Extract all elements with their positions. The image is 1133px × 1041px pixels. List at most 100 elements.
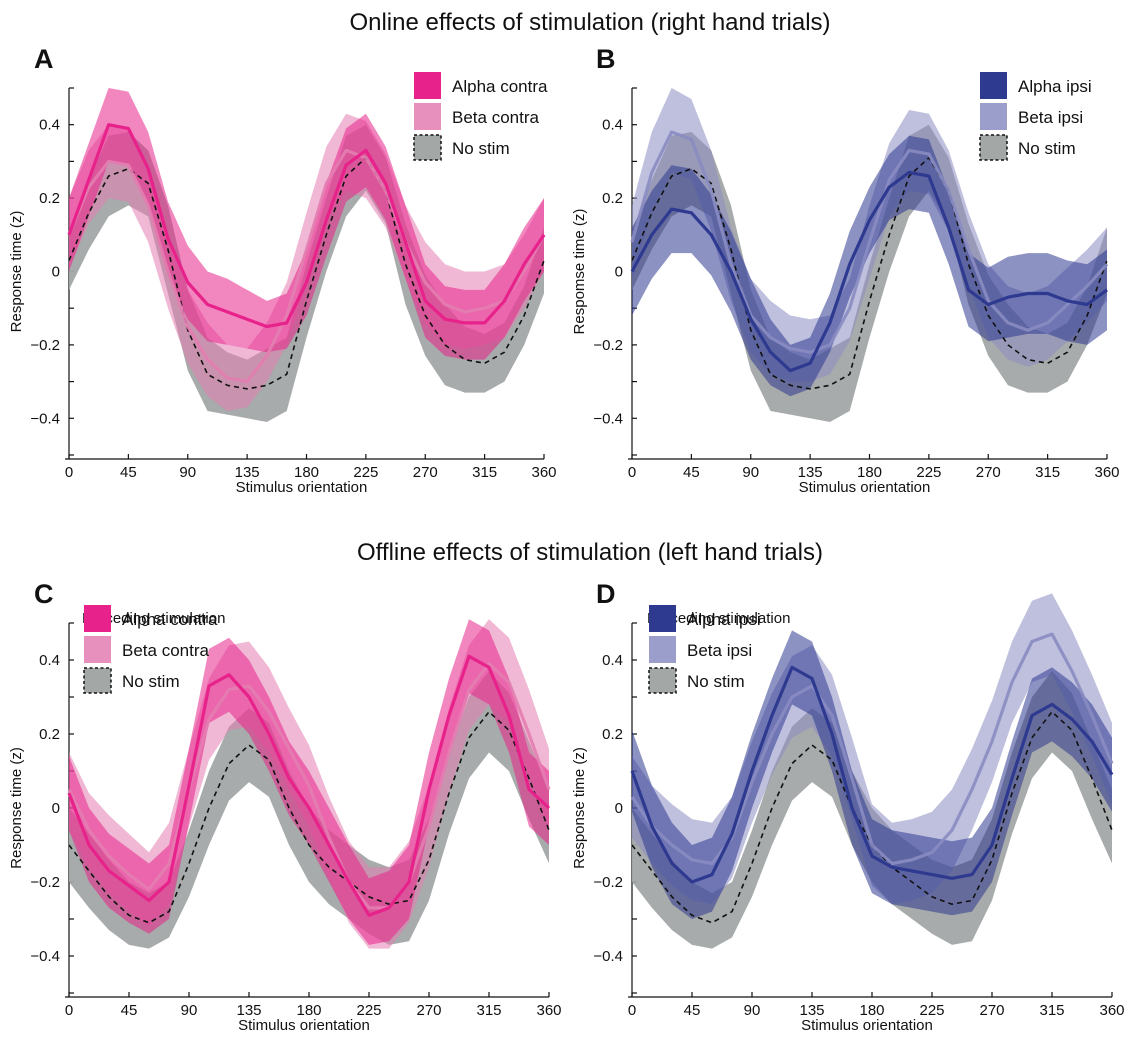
- band-alpha-contra: [69, 88, 544, 360]
- panel-a: A 0.4 0.2 0 −0.2 −0.4 0 45 90 135 180 225 270 315 360 S…: [8, 44, 557, 496]
- legend-label: Alpha ipsi: [1018, 77, 1092, 96]
- legend-item-beta-ipsi: Beta ipsi: [980, 103, 1083, 130]
- legend-item-beta-contra: Beta contra: [414, 103, 539, 130]
- x-tick-label: 360: [536, 1002, 561, 1019]
- legend-item-beta-ipsi: Beta ipsi: [649, 636, 752, 663]
- legend-item-beta-contra: Beta contra: [84, 636, 209, 663]
- x-tick-label: 270: [416, 1002, 441, 1019]
- legend-swatch: [980, 72, 1007, 99]
- x-tick-label: 225: [356, 1002, 381, 1019]
- plot-area: [630, 593, 1114, 949]
- x-tick-label: 225: [916, 464, 941, 481]
- x-tick-label: 270: [413, 464, 438, 481]
- legend-label: No stim: [687, 672, 745, 691]
- y-axis-label: Response time (z): [571, 747, 588, 869]
- legend-swatch: [83, 667, 112, 694]
- legend-label: No stim: [452, 139, 510, 158]
- line-beta-contra: [67, 662, 551, 910]
- panel-letter: D: [596, 579, 616, 609]
- legend-item-no-stim: No stim: [413, 134, 510, 161]
- y-tick-label: 0: [52, 800, 60, 817]
- y-axis-label: Response time (z): [8, 211, 25, 333]
- x-tick-label: 270: [979, 1002, 1004, 1019]
- legend-label: No stim: [1018, 139, 1076, 158]
- legend-title: Preceding stimulation: [647, 610, 790, 627]
- x-tick-label: 225: [353, 464, 378, 481]
- y-tick-label: 0.4: [602, 652, 623, 669]
- y-tick-label: 0.2: [602, 726, 623, 743]
- legend-swatch: [84, 605, 111, 632]
- plot-area: [630, 88, 1109, 422]
- legend-label: Beta contra: [122, 641, 209, 660]
- panel-c: C 0.4 0.2 0 −0.2 −0.4 0 45 90 135 180 225 270 315 360 S…: [8, 579, 562, 1034]
- panel-b: B 0.4 0.2 0 −0.2 −0.4 0 45 90 135 180 225 270 315 360 S…: [571, 44, 1120, 496]
- x-tick-label: 90: [181, 1002, 198, 1019]
- panel-letter: C: [34, 579, 54, 609]
- legend-item-alpha-contra: Alpha contra: [414, 72, 548, 99]
- y-tick-label: 0: [615, 800, 623, 817]
- legend-item-no-stim: No stim: [83, 667, 180, 694]
- legend-label: Alpha contra: [452, 77, 548, 96]
- y-tick-label: 0.4: [39, 652, 60, 669]
- y-axis-label: Respomse time (z): [571, 209, 588, 335]
- x-tick-label: 0: [628, 1002, 636, 1019]
- legend-label: Beta ipsi: [1018, 108, 1083, 127]
- y-tick-label: −0.4: [593, 410, 623, 427]
- x-tick-label: 180: [857, 464, 882, 481]
- x-tick-label: 45: [121, 1002, 138, 1019]
- y-tick-label: −0.2: [30, 337, 60, 354]
- legend-swatch: [649, 605, 676, 632]
- y-tick-label: −0.2: [593, 874, 623, 891]
- x-tick-label: 315: [476, 1002, 501, 1019]
- x-tick-label: 45: [683, 464, 700, 481]
- y-axis-label: Response time (z): [8, 747, 25, 869]
- plot-area: [67, 619, 551, 949]
- x-tick-label: 45: [684, 1002, 701, 1019]
- panels: A 0.4 0.2 0 −0.2 −0.4 0 45 90 135 180 225 270 315 360 S…: [8, 44, 1125, 1034]
- x-tick-label: 315: [1035, 464, 1060, 481]
- legend-item-alpha-contra: Alpha contra: [84, 605, 218, 632]
- line-no-stim: [68, 156, 545, 390]
- y-tick-label: 0: [615, 264, 623, 281]
- section-title-online: Online effects of stimulation (right han…: [349, 9, 830, 36]
- band-alpha-contra: [69, 619, 549, 945]
- legend-label: Alpha ipsi: [687, 610, 761, 629]
- y-tick-label: −0.4: [593, 948, 623, 965]
- x-tick-label: 360: [1099, 1002, 1124, 1019]
- x-tick-label: 0: [65, 1002, 73, 1019]
- section-title-offline: Offline effects of stimulation (left han…: [357, 539, 823, 566]
- x-tick-label: 180: [859, 1002, 884, 1019]
- legend-item-alpha-ipsi: Alpha ipsi: [980, 72, 1092, 99]
- line-no-stim: [68, 710, 550, 924]
- line-alpha-ipsi: [630, 170, 1108, 373]
- x-tick-label: 135: [235, 464, 260, 481]
- line-alpha-contra: [67, 654, 551, 917]
- legend-swatch: [414, 72, 441, 99]
- x-tick-label: 315: [1039, 1002, 1064, 1019]
- x-tick-label: 270: [976, 464, 1001, 481]
- x-tick-label: 135: [236, 1002, 261, 1019]
- x-tick-label: 315: [472, 464, 497, 481]
- y-tick-label: 0.2: [602, 190, 623, 207]
- y-tick-label: −0.4: [30, 410, 60, 427]
- y-tick-label: −0.2: [30, 874, 60, 891]
- x-axis-label: Stimulus orientation: [238, 1017, 370, 1034]
- legend-swatch: [979, 134, 1008, 161]
- legend-swatch: [84, 636, 111, 663]
- x-axis-label: Stimulus orientation: [236, 479, 368, 496]
- x-tick-label: 90: [179, 464, 196, 481]
- legend-swatch: [980, 103, 1007, 130]
- legend: Alpha ipsi Beta ipsi No stim: [979, 72, 1092, 161]
- x-tick-label: 45: [120, 464, 137, 481]
- line-beta-ipsi: [630, 632, 1114, 866]
- x-tick-label: 180: [294, 464, 319, 481]
- legend: Alpha contra Beta contra No stim: [413, 72, 548, 161]
- y-tick-label: 0.2: [39, 726, 60, 743]
- legend-title: Preceding stimulation: [82, 610, 225, 627]
- legend-label: Beta contra: [452, 108, 539, 127]
- legend-item-no-stim: No stim: [979, 134, 1076, 161]
- legend-swatch: [649, 636, 676, 663]
- line-alpha-contra: [67, 123, 546, 329]
